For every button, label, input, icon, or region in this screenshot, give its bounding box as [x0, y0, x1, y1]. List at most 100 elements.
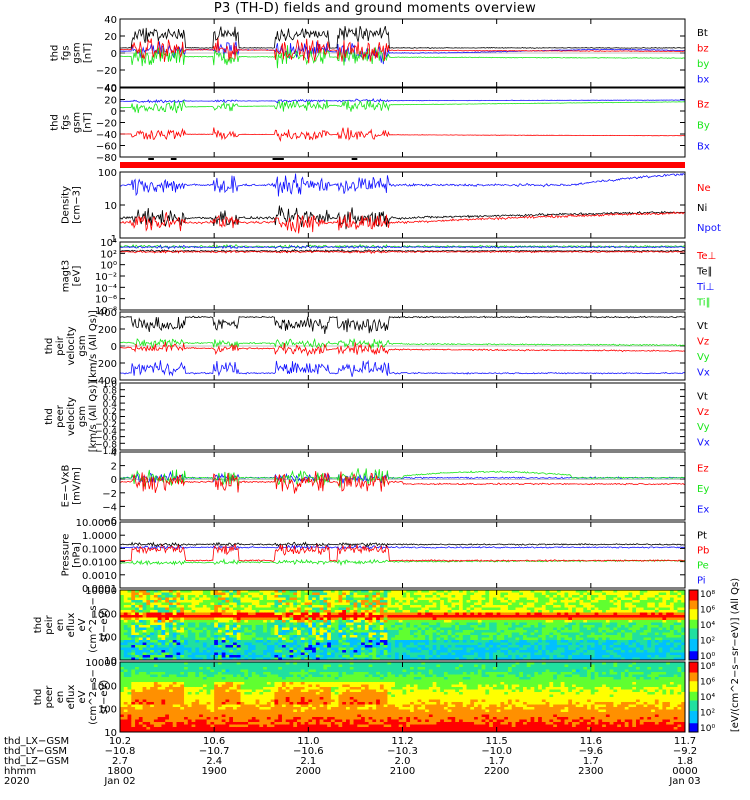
spectrogram-cell — [507, 650, 513, 653]
spectrogram-cell — [669, 635, 675, 638]
spectrogram-cell — [647, 645, 652, 648]
spectrogram-cell — [560, 605, 565, 608]
spectrogram-cell — [214, 632, 219, 636]
spectrogram-cell — [319, 602, 324, 606]
spectrogram-cell — [654, 617, 660, 621]
spectrogram-cell — [312, 615, 317, 618]
spectrogram-cell — [184, 627, 189, 631]
spectrogram-cell — [560, 642, 565, 646]
spectrogram-cell — [278, 657, 283, 661]
spectrogram-cell — [406, 627, 411, 631]
spectrogram-cell — [138, 667, 143, 670]
spectrogram-cell — [308, 590, 313, 593]
spectrogram-cell — [259, 617, 264, 621]
spectrogram-cell — [368, 627, 373, 631]
spectrogram-cell — [259, 655, 264, 658]
spectrogram-cell — [651, 595, 656, 598]
spectrogram-cell — [470, 622, 475, 626]
spectrogram-cell — [376, 650, 381, 653]
spectrogram-cell — [157, 704, 162, 708]
spectrogram-cell — [319, 607, 324, 611]
spectrogram-cell — [281, 652, 287, 656]
spectrogram-cell — [285, 650, 290, 653]
spectrogram-cell — [662, 655, 667, 658]
spectrogram-cell — [402, 622, 407, 626]
spectrogram-cell — [489, 610, 494, 613]
spectrogram-cell — [545, 600, 550, 603]
y-axis-label-line: thd — [50, 114, 61, 131]
spectrogram-cell — [677, 595, 682, 598]
spectrogram-cell — [251, 627, 256, 631]
spectrogram-cell — [624, 640, 629, 643]
spectrogram-cell — [387, 605, 392, 608]
spectrogram-cell — [120, 727, 125, 730]
spectrogram-cell — [579, 622, 584, 626]
spectrogram-cell — [609, 612, 614, 616]
spectrogram-cell — [666, 615, 671, 618]
spectrogram-cell — [146, 702, 151, 705]
spectrogram-cell — [534, 635, 539, 638]
spectrogram-cell — [587, 600, 592, 603]
spectrogram-cell — [639, 622, 644, 626]
spectrogram-cell — [530, 617, 535, 621]
spectrogram-cell — [594, 645, 599, 648]
spectrogram-cell — [417, 595, 422, 598]
spectrogram-cell — [632, 632, 637, 636]
series-vy — [119, 337, 686, 350]
spectrogram-cell — [123, 694, 128, 698]
spectrogram-cell — [146, 679, 151, 683]
spectrogram-cell — [165, 600, 170, 603]
spectrogram-cell — [131, 602, 136, 606]
spectrogram-cell — [413, 642, 418, 646]
spectrogram-cell — [199, 627, 204, 631]
spectrogram-cell — [383, 600, 388, 603]
spectrogram-cell — [658, 635, 663, 638]
spectrogram-cell — [297, 632, 302, 636]
spectrogram-cell — [376, 600, 381, 603]
spectrogram-cell — [436, 602, 441, 606]
spectrogram-cell — [297, 657, 302, 661]
spectrogram-cell — [195, 647, 200, 651]
spectrogram-cell — [647, 617, 652, 621]
spectrogram-cell — [609, 650, 614, 653]
spectrogram-cell — [180, 605, 185, 608]
spectrogram-cell — [466, 652, 471, 656]
spectrogram-cell — [274, 617, 279, 621]
spectrogram-cell — [217, 647, 223, 651]
spectrogram-cell — [304, 642, 309, 646]
spectrogram-cell — [394, 600, 400, 603]
spectrogram-cell — [142, 597, 147, 601]
spectrogram-cell — [123, 664, 128, 668]
spectrogram-cell — [394, 597, 400, 601]
spectrogram-cell — [391, 592, 396, 596]
spectrogram-cell — [376, 602, 381, 606]
y-axis-label-line: sr−eV) — [99, 608, 110, 643]
spectrogram-cell — [617, 605, 622, 608]
spectrogram-cell — [530, 635, 535, 638]
spectrogram-cell — [338, 615, 343, 618]
spectrogram-cell — [153, 672, 159, 675]
spectrogram-cell — [127, 590, 132, 593]
spectrogram-cell — [402, 630, 407, 633]
spectrogram-cell — [342, 635, 347, 638]
spectrogram-cell — [417, 612, 422, 616]
spectrogram-cell — [410, 647, 415, 651]
spectrogram-cell — [394, 602, 400, 606]
spectrogram-cell — [413, 605, 418, 608]
spectrogram-cell — [327, 632, 332, 636]
spectrogram-cell — [293, 635, 298, 638]
spectrogram-cell — [575, 627, 580, 631]
spectrogram-cell — [202, 610, 208, 613]
spectrogram-cell — [470, 637, 475, 641]
spectrogram-cell — [187, 617, 192, 621]
spectrogram-cell — [632, 610, 637, 613]
spectrogram-cell — [255, 635, 260, 638]
spectrogram-cell — [636, 595, 641, 598]
spectrogram-cell — [500, 592, 505, 596]
spectrogram-cell — [361, 595, 366, 598]
spectrogram-cell — [131, 625, 136, 628]
spectrogram-cell — [315, 590, 321, 593]
spectrogram-cell — [489, 642, 494, 646]
spectrogram-cell — [624, 620, 629, 623]
spectrogram-cell — [515, 630, 520, 633]
